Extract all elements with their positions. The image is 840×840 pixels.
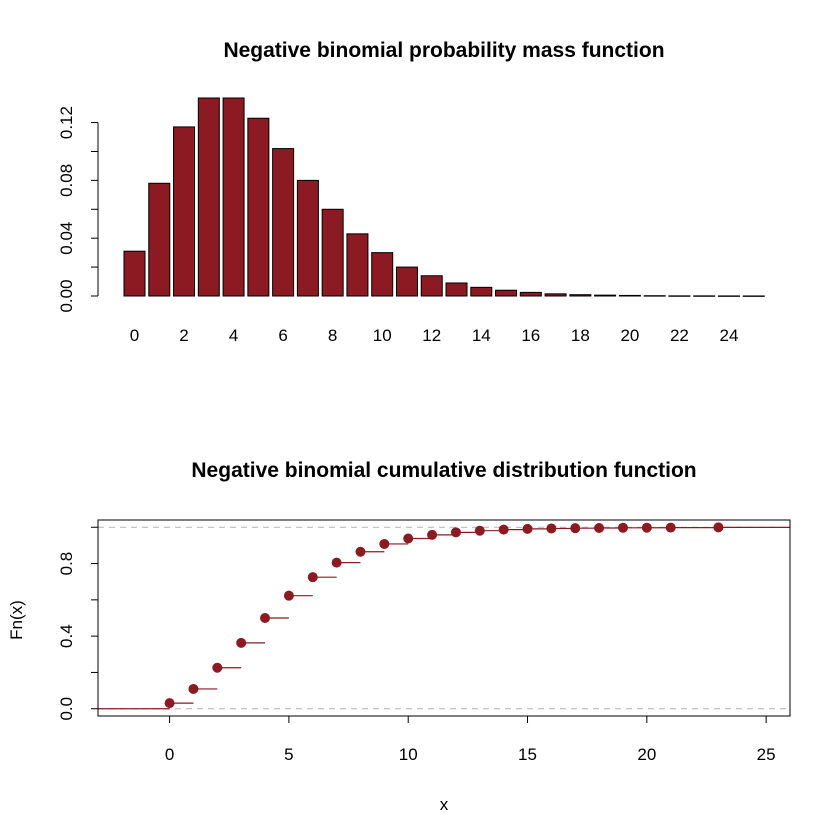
cdf-point: [331, 557, 342, 568]
cdf-point: [546, 523, 557, 534]
cdf-y-tick-label: 0.8: [57, 552, 76, 576]
pmf-bar: [420, 275, 443, 297]
cdf-point: [164, 698, 175, 709]
pmf-y-tick-label: 0.12: [57, 106, 76, 139]
pmf-y-tick-label: 0.08: [57, 164, 76, 197]
pmf-bar: [296, 179, 319, 297]
pmf-bar: [594, 294, 617, 297]
pmf-bar: [445, 282, 468, 297]
pmf-bar: [470, 286, 493, 297]
pmf-bar: [618, 294, 641, 297]
cdf-point: [713, 522, 724, 533]
pmf-x-tick-label: 24: [720, 326, 739, 345]
cdf-y-tick-label: 0.4: [57, 624, 76, 648]
pmf-x-tick-label: 6: [278, 326, 287, 345]
pmf-bar: [371, 252, 394, 297]
pmf-bar: [569, 294, 592, 297]
pmf-bar: [346, 233, 369, 297]
cdf-point: [236, 637, 247, 648]
cdf-point: [355, 546, 366, 557]
cdf-x-tick-label: 25: [757, 745, 776, 764]
cdf-title: Negative binomial cumulative distributio…: [191, 459, 696, 482]
pmf-bar: [123, 250, 146, 297]
pmf-bar: [495, 289, 518, 297]
cdf-point: [450, 527, 461, 538]
cdf-point: [570, 523, 581, 534]
pmf-x-tick-label: 10: [373, 326, 392, 345]
pmf-bar: [519, 291, 542, 297]
cdf-point: [283, 590, 294, 601]
cdf-point: [594, 522, 605, 533]
cdf-point: [212, 662, 223, 673]
pmf-bar: [173, 126, 196, 297]
cdf-x-tick-label: 15: [518, 745, 537, 764]
pmf-x-tick-label: 0: [130, 326, 139, 345]
pmf-x-tick-label: 20: [620, 326, 639, 345]
pmf-chart: 0.000.040.080.120 2 4 6 8 10 12 14 16 18 20 22 24: [57, 97, 765, 345]
cdf-plot-frame: [97, 519, 791, 717]
cdf-point: [522, 523, 533, 534]
pmf-x-tick-label: 16: [521, 326, 540, 345]
pmf-bar: [222, 97, 245, 297]
pmf-title: Negative binomial probability mass funct…: [223, 39, 664, 62]
pmf-bar: [272, 148, 295, 297]
cdf-point: [641, 522, 652, 533]
pmf-bar: [544, 293, 567, 297]
cdf-y-axis-label: Fn(x): [7, 600, 26, 640]
pmf-x-tick-label: 8: [328, 326, 337, 345]
pmf-bar: [148, 182, 171, 297]
cdf-x-tick-label: 0: [165, 745, 174, 764]
cdf-x-tick-label: 10: [399, 745, 418, 764]
cdf-x-tick-label: 20: [637, 745, 656, 764]
cdf-point: [188, 683, 199, 694]
cdf-x-tick-label: 5: [284, 745, 293, 764]
cdf-point: [498, 524, 509, 535]
cdf-point: [474, 525, 485, 536]
pmf-x-tick-label: 12: [422, 326, 441, 345]
cdf-y-tick-label: 0.0: [57, 697, 76, 721]
cdf-point: [665, 522, 676, 533]
pmf-x-tick-label: 22: [670, 326, 689, 345]
pmf-x-tick-label: 4: [229, 326, 238, 345]
cdf-x-axis-label: x: [440, 795, 449, 814]
cdf-point: [403, 533, 414, 544]
pmf-bar: [395, 266, 418, 297]
pmf-y-tick-label: 0.00: [57, 279, 76, 312]
pmf-bar: [197, 97, 220, 297]
cdf-point: [427, 529, 438, 540]
pmf-bar: [247, 117, 270, 297]
pmf-y-tick-label: 0.04: [57, 222, 76, 255]
cdf-point: [379, 538, 390, 549]
pmf-x-tick-label: 18: [571, 326, 590, 345]
pmf-x-tick-label: 14: [472, 326, 491, 345]
pmf-x-tick-label: 2: [179, 326, 188, 345]
cdf-chart: 0 5 10 15 20 25 0.0 0.4 0.8: [57, 519, 791, 764]
pmf-bar: [321, 208, 344, 297]
cdf-point: [307, 572, 318, 583]
cdf-point: [617, 522, 628, 533]
cdf-point: [260, 613, 271, 623]
